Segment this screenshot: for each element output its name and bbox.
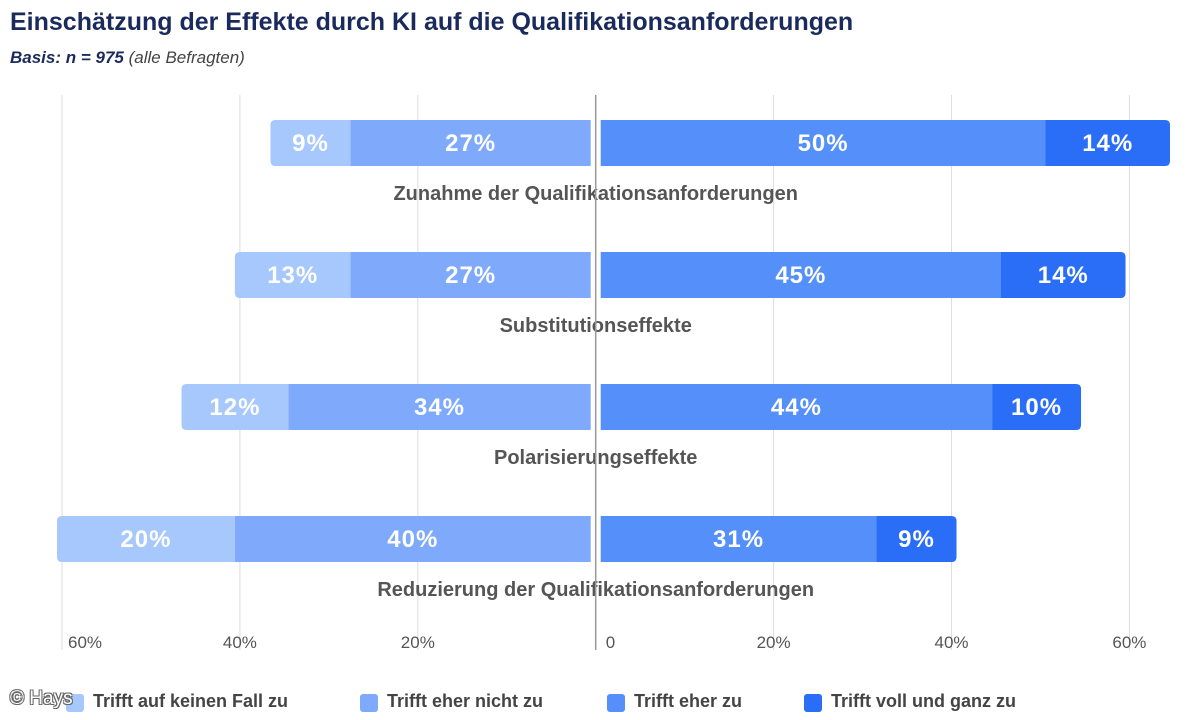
bar-value-label: 44% — [771, 394, 822, 421]
bar-segment — [1000, 252, 1126, 298]
x-tick-label: 60% — [68, 633, 102, 652]
x-tick-label: 20% — [757, 633, 791, 652]
bar-value-label: 20% — [120, 526, 171, 553]
x-tick-label: 40% — [223, 633, 257, 652]
legend-label: Trifft eher nicht zu — [387, 691, 544, 711]
legend-swatch — [360, 694, 378, 712]
bar-value-label: 45% — [775, 262, 826, 289]
bar-value-label: 34% — [414, 394, 465, 421]
bar-segment — [181, 384, 289, 430]
bar-value-label: 9% — [292, 130, 329, 157]
bar-value-label: 27% — [445, 130, 496, 157]
chart-legend: Trifft auf keinen Fall zu Trifft eher nic… — [0, 690, 1200, 718]
x-tick-label: 60% — [1112, 633, 1146, 652]
x-tick-label: 20% — [401, 633, 435, 652]
bar-segment — [600, 516, 877, 562]
bar-segment — [350, 252, 591, 298]
bar-value-label: 10% — [1011, 394, 1062, 421]
bar-segment — [234, 516, 591, 562]
bar-value-label: 27% — [445, 262, 496, 289]
bar-segment — [350, 120, 591, 166]
legend-label: Trifft eher zu — [634, 691, 743, 711]
legend-swatch — [607, 694, 625, 712]
subtitle-basis: Basis: n = 975 — [10, 48, 124, 67]
bar-segment — [600, 252, 1001, 298]
bar-segment — [876, 516, 957, 562]
legend-swatch — [66, 694, 84, 712]
bar-segment — [1045, 120, 1170, 166]
bar-segment — [600, 120, 1046, 166]
chart-subtitle: Basis: n = 975 (alle Befragten) — [10, 48, 245, 68]
bar-value-label: 12% — [209, 394, 260, 421]
bar-segment — [992, 384, 1082, 430]
bar-value-label: 14% — [1082, 130, 1133, 157]
copyright-watermark: © Hays — [10, 688, 73, 709]
bar-value-label: 50% — [798, 130, 849, 157]
legend-label: Trifft voll und ganz zu — [831, 691, 1016, 711]
legend-swatch — [804, 694, 822, 712]
bar-value-label: 40% — [387, 526, 438, 553]
subtitle-rest: (alle Befragten) — [128, 48, 245, 67]
bar-value-label: 31% — [713, 526, 764, 553]
x-tick-label: 0 — [606, 633, 615, 652]
chart-title: Einschätzung der Effekte durch KI auf di… — [10, 8, 854, 36]
legend-label: Trifft auf keinen Fall zu — [93, 691, 289, 711]
bar-segment — [270, 120, 351, 166]
x-tick-label: 40% — [935, 633, 969, 652]
diverging-bar-chart: 60% 40% 20% 0 20% 40% 60%27%9% 50% 14%Zunahme de… — [57, 95, 1170, 652]
bar-segment — [288, 384, 591, 430]
bar-segment — [57, 516, 235, 562]
bar-value-label: 13% — [267, 262, 318, 289]
bar-segment — [234, 252, 351, 298]
bar-segment — [600, 384, 993, 430]
bar-value-label: 14% — [1038, 262, 1089, 289]
bar-value-label: 9% — [898, 526, 935, 553]
